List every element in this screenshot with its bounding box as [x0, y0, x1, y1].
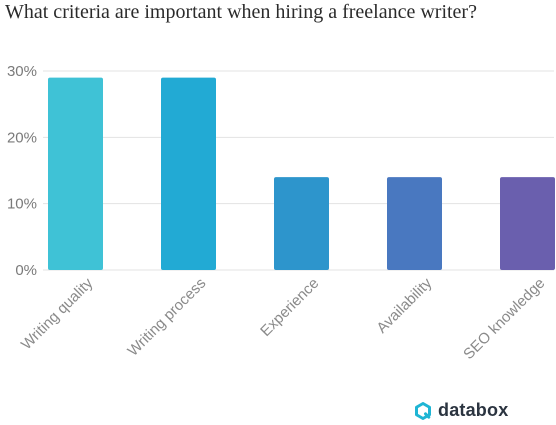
- bar-writing-quality: [48, 77, 103, 270]
- brand-name: databox: [438, 400, 509, 420]
- chart-title: What criteria are important when hiring …: [5, 1, 477, 23]
- bars: [48, 77, 555, 270]
- brand-logo: databox: [414, 400, 508, 421]
- x-tick-label: SEO knowledge: [460, 275, 548, 363]
- bar-experience: [274, 177, 329, 270]
- y-tick-label: 10%: [7, 196, 37, 213]
- y-tick-label: 0%: [15, 262, 37, 279]
- bar-seo-knowledge: [500, 177, 555, 270]
- x-axis-labels: Writing quality Writing process Experience…: [18, 274, 548, 362]
- y-axis-ticks: 0% 10% 20% 30%: [7, 63, 37, 279]
- x-tick-label: Writing process: [124, 275, 209, 360]
- databox-logo-icon: [415, 401, 431, 420]
- bar-chart: 0% 10% 20% 30% Writing quality Writing proce…: [7, 63, 555, 363]
- y-tick-label: 30%: [7, 63, 37, 80]
- y-tick-label: 20%: [7, 129, 37, 146]
- bar-writing-process: [161, 77, 216, 270]
- x-tick-label: Experience: [257, 275, 322, 340]
- x-tick-label: Availability: [373, 274, 435, 336]
- x-tick-label: Writing quality: [18, 274, 97, 353]
- bar-availability: [387, 177, 442, 270]
